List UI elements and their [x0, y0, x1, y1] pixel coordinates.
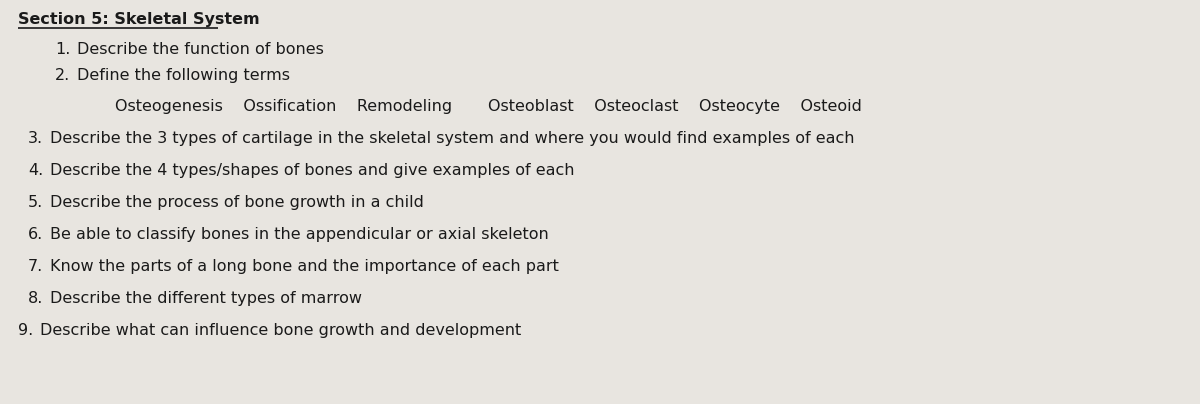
Text: 6.: 6. [28, 227, 43, 242]
Text: 1.: 1. [55, 42, 71, 57]
Text: Be able to classify bones in the appendicular or axial skeleton: Be able to classify bones in the appendi… [50, 227, 548, 242]
Text: Describe the 4 types/shapes of bones and give examples of each: Describe the 4 types/shapes of bones and… [50, 163, 575, 178]
Text: 2.: 2. [55, 68, 71, 83]
Text: 8.: 8. [28, 291, 43, 306]
Text: 5.: 5. [28, 195, 43, 210]
Text: Osteogenesis    Ossification    Remodeling       Osteoblast    Osteoclast    Ost: Osteogenesis Ossification Remodeling Ost… [115, 99, 862, 114]
Text: Describe what can influence bone growth and development: Describe what can influence bone growth … [40, 323, 521, 338]
Text: 3.: 3. [28, 131, 43, 146]
Text: Define the following terms: Define the following terms [77, 68, 290, 83]
Text: Describe the function of bones: Describe the function of bones [77, 42, 324, 57]
Text: Describe the different types of marrow: Describe the different types of marrow [50, 291, 362, 306]
Text: Describe the process of bone growth in a child: Describe the process of bone growth in a… [50, 195, 424, 210]
Text: 7.: 7. [28, 259, 43, 274]
Text: 4.: 4. [28, 163, 43, 178]
Text: Describe the 3 types of cartilage in the skeletal system and where you would fin: Describe the 3 types of cartilage in the… [50, 131, 854, 146]
Text: Section 5: Skeletal System: Section 5: Skeletal System [18, 12, 259, 27]
Text: 9.: 9. [18, 323, 34, 338]
Text: Know the parts of a long bone and the importance of each part: Know the parts of a long bone and the im… [50, 259, 559, 274]
